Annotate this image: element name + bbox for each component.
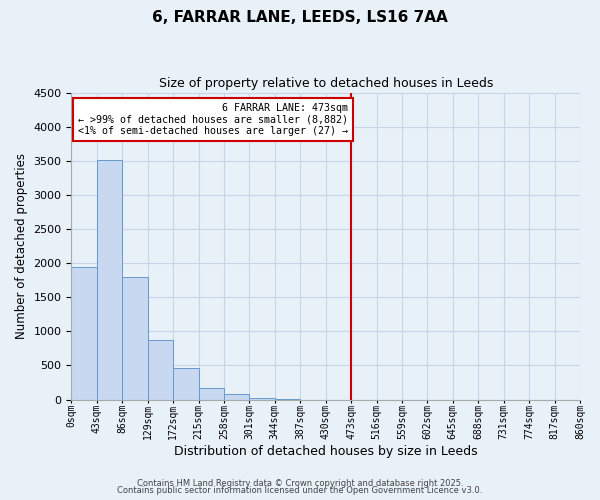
Bar: [224, 394, 250, 400]
Bar: [97, 160, 122, 400]
Title: Size of property relative to detached houses in Leeds: Size of property relative to detached ho…: [158, 78, 493, 90]
Y-axis label: Number of detached properties: Number of detached properties: [15, 154, 28, 340]
X-axis label: Distribution of detached houses by size in Leeds: Distribution of detached houses by size …: [174, 444, 478, 458]
Text: 6, FARRAR LANE, LEEDS, LS16 7AA: 6, FARRAR LANE, LEEDS, LS16 7AA: [152, 10, 448, 25]
Bar: [71, 266, 97, 400]
Bar: [199, 388, 224, 400]
Text: 6 FARRAR LANE: 473sqm
← >99% of detached houses are smaller (8,882)
<1% of semi-: 6 FARRAR LANE: 473sqm ← >99% of detached…: [78, 104, 348, 136]
Bar: [122, 277, 148, 400]
Bar: [148, 340, 173, 400]
Bar: [250, 398, 275, 400]
Bar: [173, 368, 199, 400]
Text: Contains public sector information licensed under the Open Government Licence v3: Contains public sector information licen…: [118, 486, 482, 495]
Text: Contains HM Land Registry data © Crown copyright and database right 2025.: Contains HM Land Registry data © Crown c…: [137, 478, 463, 488]
